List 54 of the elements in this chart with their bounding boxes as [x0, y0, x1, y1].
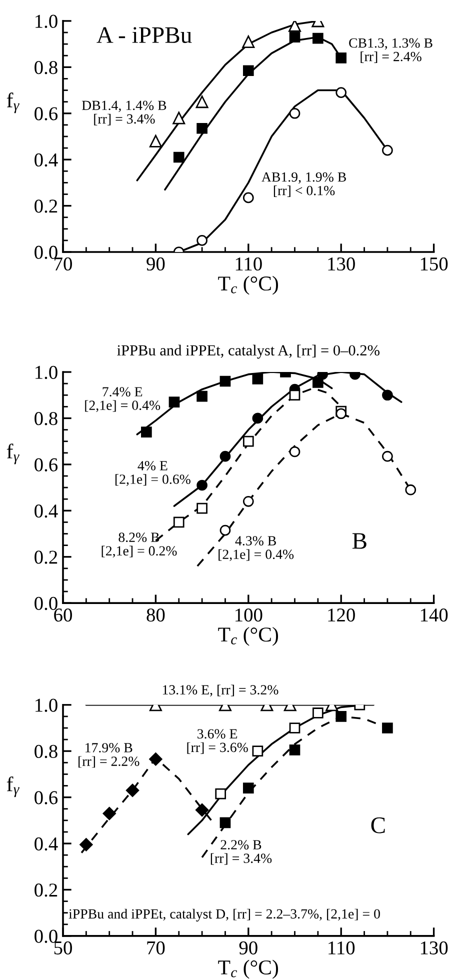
annotation: 4.3% B [2,1e] = 0.4%: [218, 536, 294, 562]
y-tick-label: 0.6: [34, 107, 58, 120]
x-tick-label: 70: [54, 257, 72, 271]
annotation: iPPBu and iPPEt, catalyst D, [rr] = 2.2–3.7%, [2,1e] = 0: [68, 908, 380, 922]
x-tick-label: 130: [420, 941, 448, 954]
y-axis-title: f$_{γ}$: [6, 776, 20, 798]
x-tick-label: 50: [54, 941, 72, 954]
annotation: 7.4% E [2,1e] = 0.4%: [85, 387, 160, 412]
annotation: AB1.9, 1.9% B [rr] < 0.1%: [262, 172, 346, 197]
y-axis-title: f$_{γ}$: [6, 92, 20, 114]
y-tick-label: 0.2: [34, 884, 58, 897]
y-tick-label: 1.0: [36, 698, 58, 712]
x-tick-label: 110: [236, 257, 262, 271]
y-tick-label: 0.8: [34, 412, 58, 426]
y-tick-label: 0.8: [34, 744, 58, 758]
x-tick-label: 120: [328, 608, 355, 622]
annotation: C: [371, 817, 385, 834]
y-tick-label: 0.6: [34, 791, 58, 804]
annotation: CB1.3, 1.3% B [rr] = 2.4%: [349, 38, 432, 63]
x-axis-title: T$_{c}$ (°C): [218, 960, 278, 979]
annotation: 17.9% B [rr] = 2.2%: [78, 743, 140, 768]
annotation: 3.6% E [rr] = 3.6%: [187, 729, 248, 754]
y-tick-label: 0.8: [34, 60, 58, 74]
y-tick-label: 1.0: [36, 366, 58, 380]
annotation: B: [352, 533, 366, 549]
annotation: A - iPPBu: [96, 27, 192, 44]
y-tick-label: 0.0: [34, 930, 58, 943]
x-tick-label: 140: [420, 608, 448, 622]
x-tick-label: 110: [328, 941, 355, 954]
x-tick-label: 130: [328, 257, 355, 271]
y-tick-label: 0.4: [34, 504, 58, 518]
y-tick-label: 1.0: [36, 14, 58, 28]
x-tick-label: 90: [239, 941, 258, 954]
y-tick-label: 0.4: [34, 153, 58, 167]
x-tick-label: 70: [147, 941, 165, 954]
chart-title: iPPBu and iPPEt, catalyst A, [rr] = 0–0.2%: [117, 344, 380, 359]
annotation: 4% E [2,1e] = 0.6%: [115, 461, 190, 486]
y-tick-label: 0.4: [34, 837, 58, 851]
text: 13.1% E, [rr] = 3.2%: [162, 684, 278, 696]
y-axis-title: f$_{γ}$: [6, 444, 20, 464]
x-axis-title: T$_{c}$ (°C): [218, 626, 278, 646]
x-tick-label: 100: [236, 608, 262, 622]
y-tick-label: 0.2: [34, 550, 58, 564]
x-tick-label: 80: [146, 608, 165, 622]
y-tick-label: 0.2: [34, 200, 58, 213]
annotation: DB1.4, 1.4% B [rr] = 3.4%: [82, 100, 166, 126]
x-axis-title: T$_{c}$ (°C): [218, 276, 278, 295]
y-tick-label: 0.0: [34, 246, 58, 260]
annotation: 2.2% B [rr] = 3.4%: [210, 840, 272, 865]
x-tick-label: 60: [54, 608, 72, 622]
x-tick-label: 90: [146, 257, 165, 271]
y-tick-label: 0.6: [34, 458, 58, 472]
y-tick-label: 0.0: [34, 596, 58, 610]
x-tick-label: 150: [420, 257, 448, 271]
